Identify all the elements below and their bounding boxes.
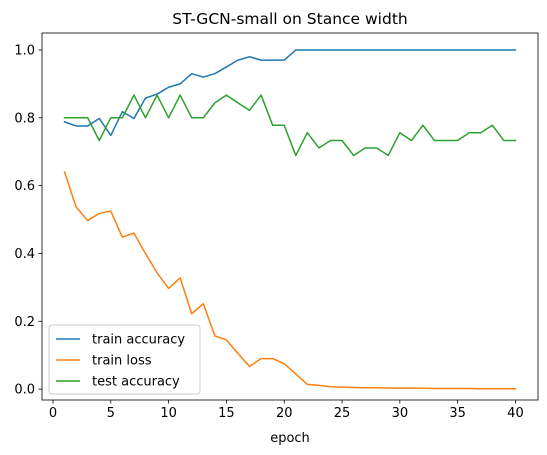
- plot-frame: [41, 32, 539, 401]
- x-tick-label: 20: [276, 406, 293, 421]
- plot-area: 0 5 10 15 20 25 30 35 40 0.0 0.2 0.4 0.6 0.8 1.0 train …: [14, 32, 539, 421]
- y-tick-label: 0.2: [14, 315, 35, 330]
- series-line-test-accuracy: [63, 94, 517, 157]
- chart-title: ST-GCN-small on Stance width: [172, 10, 407, 28]
- legend-label-train-accuracy: train accuracy: [92, 333, 185, 348]
- x-tick-label: 0: [49, 406, 57, 421]
- x-axis-label: epoch: [270, 431, 310, 446]
- y-tick-label: 0.4: [14, 247, 35, 262]
- y-tick-label: 1.0: [14, 43, 35, 58]
- x-tick-label: 40: [507, 406, 524, 421]
- x-tick-label: 10: [160, 406, 177, 421]
- x-tick-label: 15: [218, 406, 235, 421]
- x-tick-label: 5: [107, 406, 115, 421]
- legend-box: [48, 324, 201, 395]
- series-line-train-accuracy: [63, 49, 517, 137]
- y-tick-label: 0.0: [14, 383, 35, 398]
- legend: train accuracy train loss test accuracy: [48, 324, 201, 395]
- y-tick-label: 0.6: [14, 179, 35, 194]
- legend-label-test-accuracy: test accuracy: [92, 375, 180, 390]
- y-tick-label: 0.8: [14, 111, 35, 126]
- x-tick-label: 35: [449, 406, 466, 421]
- series-line-train-loss: [63, 171, 517, 390]
- x-tick-label: 25: [334, 406, 351, 421]
- x-tick-label: 30: [392, 406, 409, 421]
- legend-label-train-loss: train loss: [92, 354, 152, 369]
